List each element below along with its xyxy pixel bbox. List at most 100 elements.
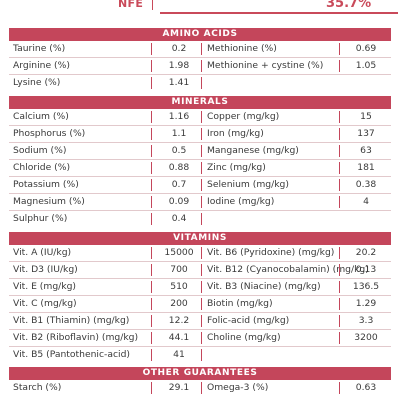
nutrient-value: 0.88 xyxy=(168,162,190,173)
nutrient-value: 3200 xyxy=(354,332,378,343)
column-divider xyxy=(151,60,152,72)
column-divider xyxy=(339,128,340,140)
column-divider xyxy=(151,281,152,293)
nfe-underline xyxy=(160,12,398,14)
table-row: Vit. C (mg/kg) 200 Biotin (mg/kg) 1.29 xyxy=(9,296,391,313)
nutrient-label: Vit. E (mg/kg) xyxy=(13,281,77,292)
section-title: VITAMINS xyxy=(9,232,391,245)
nutrient-value: 0.13 xyxy=(355,264,377,275)
table-row: Vit. A (IU/kg) 15000 Vit. B6 (Pyridoxine) … xyxy=(9,245,391,262)
column-divider xyxy=(339,264,340,276)
column-divider xyxy=(201,315,202,327)
nutrient-label: Vit. B12 (Cyanocobalamin) (mg/kg) xyxy=(207,264,369,275)
table-row: Calcium (%) 1.16 Copper (mg/kg) 15 xyxy=(9,109,391,126)
nutrient-value: 700 xyxy=(170,264,188,275)
column-divider xyxy=(201,281,202,293)
table-row: Starch (%) 29.1 Omega-3 (%) 0.63 xyxy=(9,380,391,397)
section-title: OTHER GUARANTEES xyxy=(9,367,391,380)
column-divider xyxy=(201,111,202,123)
table-row: Sodium (%) 0.5 Manganese (mg/kg) 63 xyxy=(9,143,391,160)
nutrient-label: Zinc (mg/kg) xyxy=(207,162,266,173)
nutrient-label: Folic-acid (mg/kg) xyxy=(207,315,290,326)
column-divider xyxy=(339,179,340,191)
column-divider xyxy=(201,382,202,394)
nutrient-value: 0.09 xyxy=(168,196,190,207)
nutrient-value: 41 xyxy=(173,349,185,360)
column-divider xyxy=(339,382,340,394)
table-row: Sulphur (%) 0.4 xyxy=(9,211,391,228)
column-divider xyxy=(201,196,202,208)
column-divider xyxy=(339,162,340,174)
column-divider xyxy=(201,162,202,174)
nutrient-label: Omega-3 (%) xyxy=(207,382,269,393)
column-divider xyxy=(151,145,152,157)
nutrient-label: Iodine (mg/kg) xyxy=(207,196,275,207)
nutrient-label: Vit. B3 (Niacine) (mg/kg) xyxy=(207,281,321,292)
nutrient-value: 44.1 xyxy=(168,332,190,343)
column-divider xyxy=(339,281,340,293)
nutrient-label: Arginine (%) xyxy=(13,60,70,71)
column-divider xyxy=(151,213,152,225)
column-divider xyxy=(151,111,152,123)
nutrient-value: 3.3 xyxy=(358,315,374,326)
column-divider xyxy=(151,298,152,310)
nfe-value: 35.7% xyxy=(326,0,372,11)
nutrient-value: 0.38 xyxy=(355,179,377,190)
table-row: Potassium (%) 0.7 Selenium (mg/kg) 0.38 xyxy=(9,177,391,194)
column-divider xyxy=(201,128,202,140)
nutrient-value: 510 xyxy=(170,281,188,292)
column-divider xyxy=(151,196,152,208)
column-divider xyxy=(151,332,152,344)
nutrient-value: 1.1 xyxy=(171,128,187,139)
nfe-divider xyxy=(152,0,153,10)
vitamins-rows: Vit. A (IU/kg) 15000 Vit. B6 (Pyridoxine) … xyxy=(9,245,391,364)
nutrient-label: Chloride (%) xyxy=(13,162,71,173)
column-divider xyxy=(201,179,202,191)
nutrient-value: 1.16 xyxy=(168,111,190,122)
column-divider xyxy=(339,111,340,123)
column-divider xyxy=(201,60,202,72)
amino-acids-section: AMINO ACIDS Taurine (%) 0.2 Methionine (%)… xyxy=(9,28,391,92)
nutrient-label: Magnesium (%) xyxy=(13,196,85,207)
nutrient-value: 63 xyxy=(360,145,372,156)
nutrient-value: 0.7 xyxy=(171,179,187,190)
amino-acids-rows: Taurine (%) 0.2 Methionine (%) 0.69 Arginine… xyxy=(9,41,391,92)
nutrient-value: 200 xyxy=(170,298,188,309)
section-title: AMINO ACIDS xyxy=(9,28,391,41)
nutrient-label: Iron (mg/kg) xyxy=(207,128,264,139)
nutrient-label: Potassium (%) xyxy=(13,179,79,190)
column-divider xyxy=(151,43,152,55)
column-divider xyxy=(339,315,340,327)
nutrient-value: 0.4 xyxy=(171,213,187,224)
nutrient-label: Vit. B5 (Pantothenic-acid) xyxy=(13,349,131,360)
nutrient-label: Manganese (mg/kg) xyxy=(207,145,299,156)
nutrient-value: 1.41 xyxy=(168,77,190,88)
column-divider xyxy=(151,247,152,259)
table-row: Vit. D3 (IU/kg) 700 Vit. B12 (Cyanocobalam… xyxy=(9,262,391,279)
column-divider xyxy=(151,128,152,140)
nutrient-label: Vit. A (IU/kg) xyxy=(13,247,72,258)
table-row: Phosphorus (%) 1.1 Iron (mg/kg) 137 xyxy=(9,126,391,143)
column-divider xyxy=(201,247,202,259)
column-divider xyxy=(339,196,340,208)
column-divider xyxy=(339,145,340,157)
other-guarantees-section: OTHER GUARANTEES Starch (%) 29.1 Omega-3 (… xyxy=(9,367,391,397)
column-divider xyxy=(201,213,202,225)
nutrient-value: 12.2 xyxy=(168,315,190,326)
nutrient-label: Methionine + cystine (%) xyxy=(207,60,324,71)
nutrient-label: Calcium (%) xyxy=(13,111,69,122)
column-divider xyxy=(201,332,202,344)
nutrient-label: Selenium (mg/kg) xyxy=(207,179,289,190)
nutrient-value: 181 xyxy=(357,162,375,173)
nutrient-value: 1.98 xyxy=(168,60,190,71)
nutrient-value: 20.2 xyxy=(355,247,377,258)
nutrient-label: Methionine (%) xyxy=(207,43,277,54)
nutrient-label: Phosphorus (%) xyxy=(13,128,86,139)
minerals-rows: Calcium (%) 1.16 Copper (mg/kg) 15 Phosphoru… xyxy=(9,109,391,228)
nutrient-value: 0.69 xyxy=(355,43,377,54)
table-row: Taurine (%) 0.2 Methionine (%) 0.69 xyxy=(9,41,391,58)
table-row: Magnesium (%) 0.09 Iodine (mg/kg) 4 xyxy=(9,194,391,211)
nutrient-label: Copper (mg/kg) xyxy=(207,111,280,122)
nutrient-label: Sulphur (%) xyxy=(13,213,68,224)
column-divider xyxy=(151,382,152,394)
